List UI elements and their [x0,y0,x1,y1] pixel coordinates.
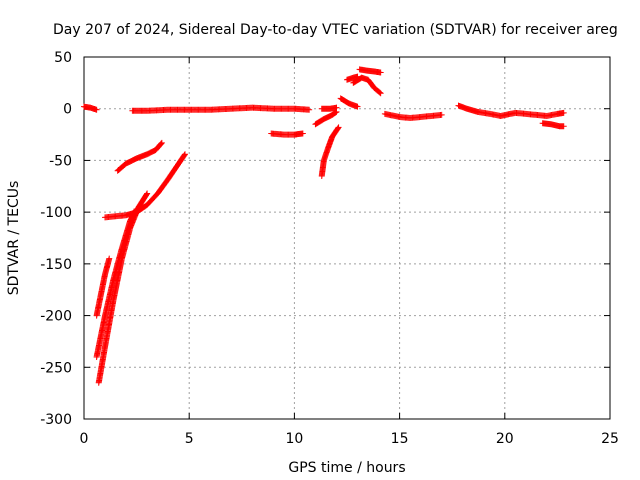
data-markers [114,139,165,174]
x-axis-label: GPS time / hours [288,460,405,476]
series-arc-high-a [350,74,384,97]
x-tick-label: 10 [285,431,303,447]
series-arc-early [81,103,100,113]
data-markers [312,108,340,128]
series-arc-mid-a [312,108,340,128]
data-markers [93,206,140,360]
series-arc-high-b [356,66,384,76]
y-tick-label: -200 [40,309,72,325]
y-tick-label: -300 [40,412,72,428]
data-markers [318,104,340,112]
series-arc-mid-b [318,104,340,112]
data-markers [344,73,361,83]
series-arc-steep-c [93,255,113,319]
series-arc-late [381,110,445,122]
data-markers [102,151,188,221]
data-markers [337,95,361,110]
series-arc-steep-b [93,206,140,360]
data-markers [356,66,384,76]
gridlines [84,57,610,419]
y-tick-label: -250 [40,360,72,376]
y-tick-label: 50 [54,50,72,66]
x-tick-label: 15 [391,431,409,447]
y-tick-label: -100 [40,205,72,221]
series-arc-rise-a [114,139,165,174]
x-tick-label: 5 [185,431,194,447]
data-markers [381,110,445,122]
series-arc-high-c [344,73,361,83]
data-markers [93,255,113,319]
tick-labels: 0 5 10 15 20 25 50 0 -50 -100 -150 -200 -250 -300 [40,50,619,447]
series-arc-late-c [539,120,567,130]
series-arc-hook [318,124,342,179]
x-tick-label: 0 [80,431,89,447]
plot-frame [83,56,611,420]
tick-marks [83,56,611,420]
y-tick-label: 0 [63,102,72,118]
x-tick-label: 25 [601,431,619,447]
data-markers [129,104,313,114]
series-arc-jump [337,95,361,110]
chart-title: Day 207 of 2024, Sidereal Day-to-day VTE… [53,22,618,38]
series-arc-main-flat [129,104,313,114]
data-markers [539,120,567,130]
series-arc-late-b [455,102,567,119]
series-arc-rise-b [102,151,188,221]
data-markers [455,102,567,119]
y-axis-label: SDTVAR / TECUs [6,181,22,296]
data-markers [318,124,342,179]
y-tick-label: -150 [40,257,72,273]
y-tick-label: -50 [49,153,72,169]
series-arc-dip [268,130,306,138]
data-markers [350,74,384,97]
data-markers [81,103,100,113]
data-points [81,66,567,386]
data-markers [268,130,306,138]
x-tick-label: 20 [496,431,514,447]
